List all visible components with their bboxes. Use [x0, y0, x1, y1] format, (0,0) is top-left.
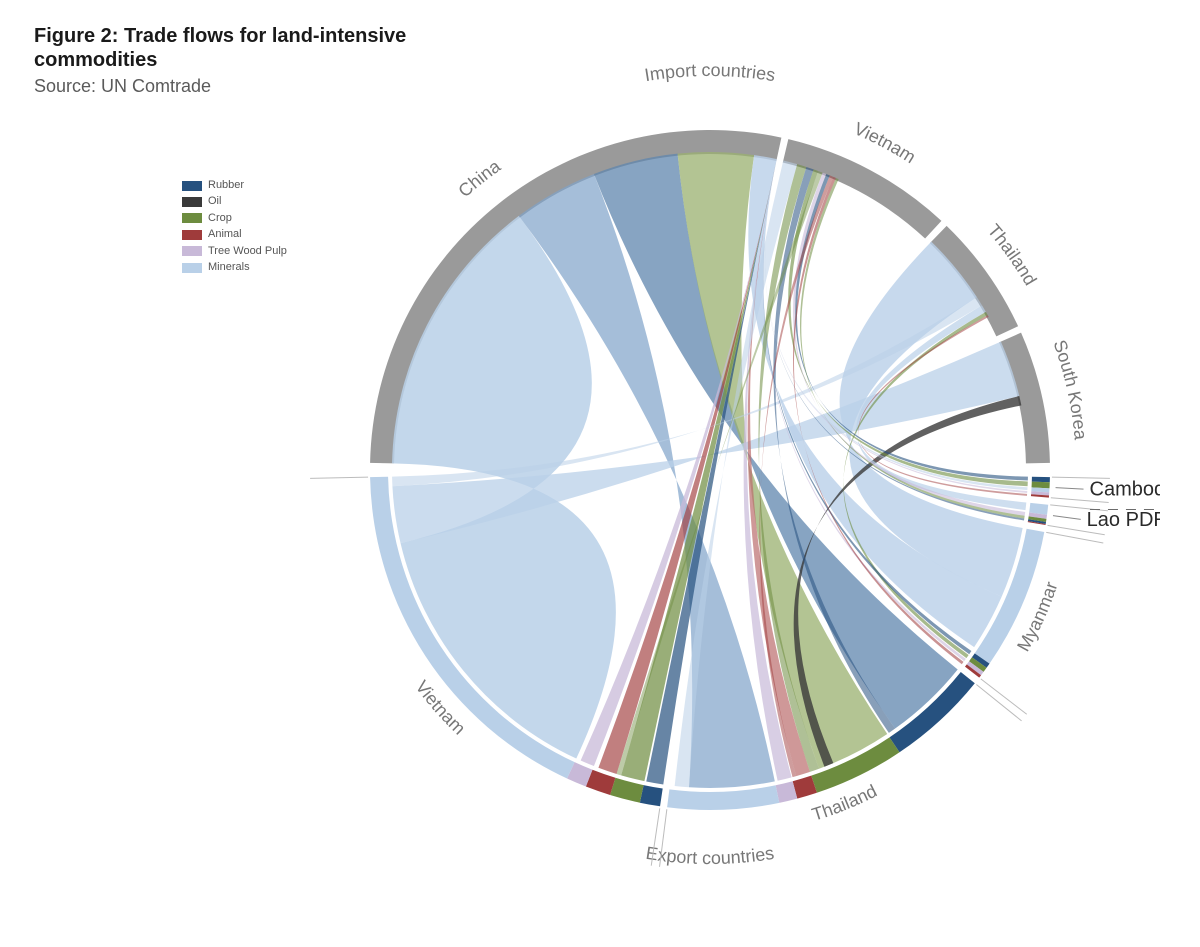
export-tick	[1052, 477, 1110, 478]
legend-swatch	[182, 213, 202, 223]
half-label-export: Export countries	[645, 843, 776, 868]
arc-label-LaoPDR: Lao PDR	[1087, 509, 1160, 531]
arc-label-Cambodia-tick	[1056, 488, 1084, 489]
legend-label: Animal	[208, 227, 242, 242]
legend-swatch	[182, 263, 202, 273]
arc-label-Vietnam_imp: Vietnam	[851, 118, 919, 167]
arc-label-Cambodia: Cambodia	[1090, 478, 1160, 500]
export-tick	[976, 684, 1021, 720]
legend-swatch	[182, 246, 202, 256]
export-tick	[981, 679, 1027, 714]
legend-swatch	[182, 197, 202, 207]
legend-label: Minerals	[208, 260, 250, 275]
legend-swatch	[182, 181, 202, 191]
export-seg-Vietnam-crop	[610, 778, 643, 803]
export-seg-Thailand-minerals	[667, 785, 779, 810]
legend-swatch	[182, 230, 202, 240]
legend-label: Rubber	[208, 178, 244, 193]
legend-label: Crop	[208, 211, 232, 226]
export-seg-Cambodia-rubber	[1032, 477, 1050, 483]
chord-diagram: China Vietnam Thailand South Korea Import co…	[260, 30, 1160, 930]
arc-label-SouthKorea: South Korea	[1049, 337, 1090, 441]
arc-label-Thailand_imp: Thailand	[984, 220, 1041, 289]
figure-container: Figure 2: Trade flows for land-intensive…	[0, 0, 1200, 947]
export-tick	[1046, 532, 1103, 543]
export-seg-Cambodia-crop	[1032, 482, 1050, 489]
half-label-import: Import countries	[643, 60, 777, 85]
legend-label: Oil	[208, 194, 221, 209]
export-seg-Vietnam-rubber	[640, 785, 663, 806]
export-tick	[310, 477, 368, 478]
arc-label-China: China	[454, 155, 505, 201]
arc-label-LaoPDR-tick	[1053, 516, 1081, 520]
